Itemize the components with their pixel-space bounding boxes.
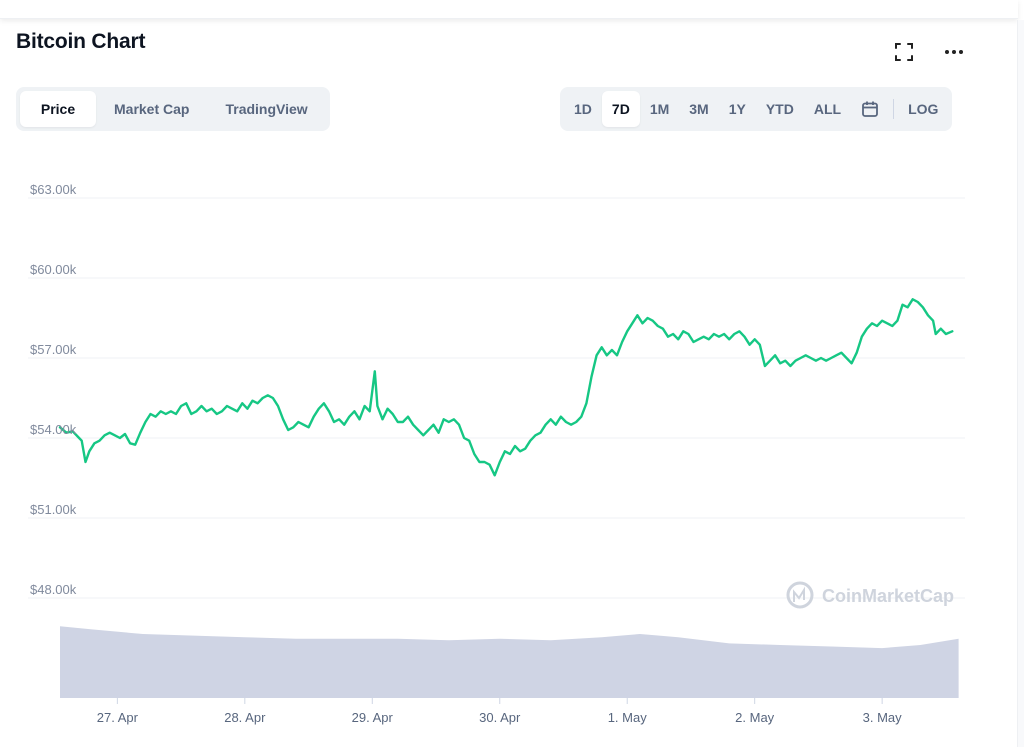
x-tick-label: 29. Apr [352, 710, 394, 725]
volume-area [60, 626, 959, 698]
tab-price[interactable]: Price [20, 91, 96, 127]
y-axis-labels: $63.00k $60.00k $57.00k $54.00k $51.00k $48.0… [30, 182, 77, 597]
y-tick-label: $57.00k [30, 342, 77, 357]
x-tick-label: 30. Apr [479, 710, 521, 725]
line-layer [58, 298, 954, 477]
range-all[interactable]: ALL [813, 101, 842, 117]
side-panel-edge [1017, 20, 1024, 747]
y-tick-label: $63.00k [30, 182, 77, 197]
x-tick-label: 2. May [735, 710, 775, 725]
calendar-icon[interactable] [851, 91, 889, 127]
more-horizontal-icon[interactable] [942, 40, 966, 64]
range-ytd[interactable]: YTD [765, 101, 794, 117]
tab-market-cap[interactable]: Market Cap [114, 101, 190, 117]
x-tick-label: 27. Apr [97, 710, 139, 725]
range-3m[interactable]: 3M [689, 101, 709, 117]
price-line [58, 298, 954, 477]
range-1m[interactable]: 1M [649, 101, 670, 117]
grid-layer [28, 197, 965, 599]
y-tick-label: $60.00k [30, 262, 77, 277]
fullscreen-icon[interactable] [892, 40, 916, 64]
tab-tradingview[interactable]: TradingView [225, 101, 308, 117]
x-tick-label: 1. May [608, 710, 648, 725]
range-divider [893, 99, 895, 119]
x-tick-label: 3. May [863, 710, 903, 725]
header-actions [892, 40, 966, 64]
view-tabs: Price Market Cap TradingView [16, 87, 330, 131]
range-1d[interactable]: 1D [574, 101, 592, 117]
y-tick-label: $54.00k [30, 422, 77, 437]
volume-layer [60, 626, 959, 698]
range-7d[interactable]: 7D [601, 91, 640, 127]
range-tabs: 1D 7D 1M 3M 1Y YTD ALL LOG [560, 87, 953, 131]
log-toggle[interactable]: LOG [908, 101, 939, 117]
x-axis-labels: 27. Apr 28. Apr 29. Apr 30. Apr 1. May 2. May… [97, 698, 902, 725]
watermark: CoinMarketCap [786, 581, 954, 609]
y-tick-label: $48.00k [30, 582, 77, 597]
top-bar [0, 0, 1018, 19]
price-chart: CoinMarketCap $63.00k $60.00k $57.00k $54.0… [28, 182, 965, 725]
range-1y[interactable]: 1Y [728, 101, 746, 117]
y-tick-label: $51.00k [30, 502, 77, 517]
watermark-text: CoinMarketCap [822, 586, 954, 606]
x-tick-label: 28. Apr [224, 710, 266, 725]
page-title: Bitcoin Chart [16, 30, 146, 53]
